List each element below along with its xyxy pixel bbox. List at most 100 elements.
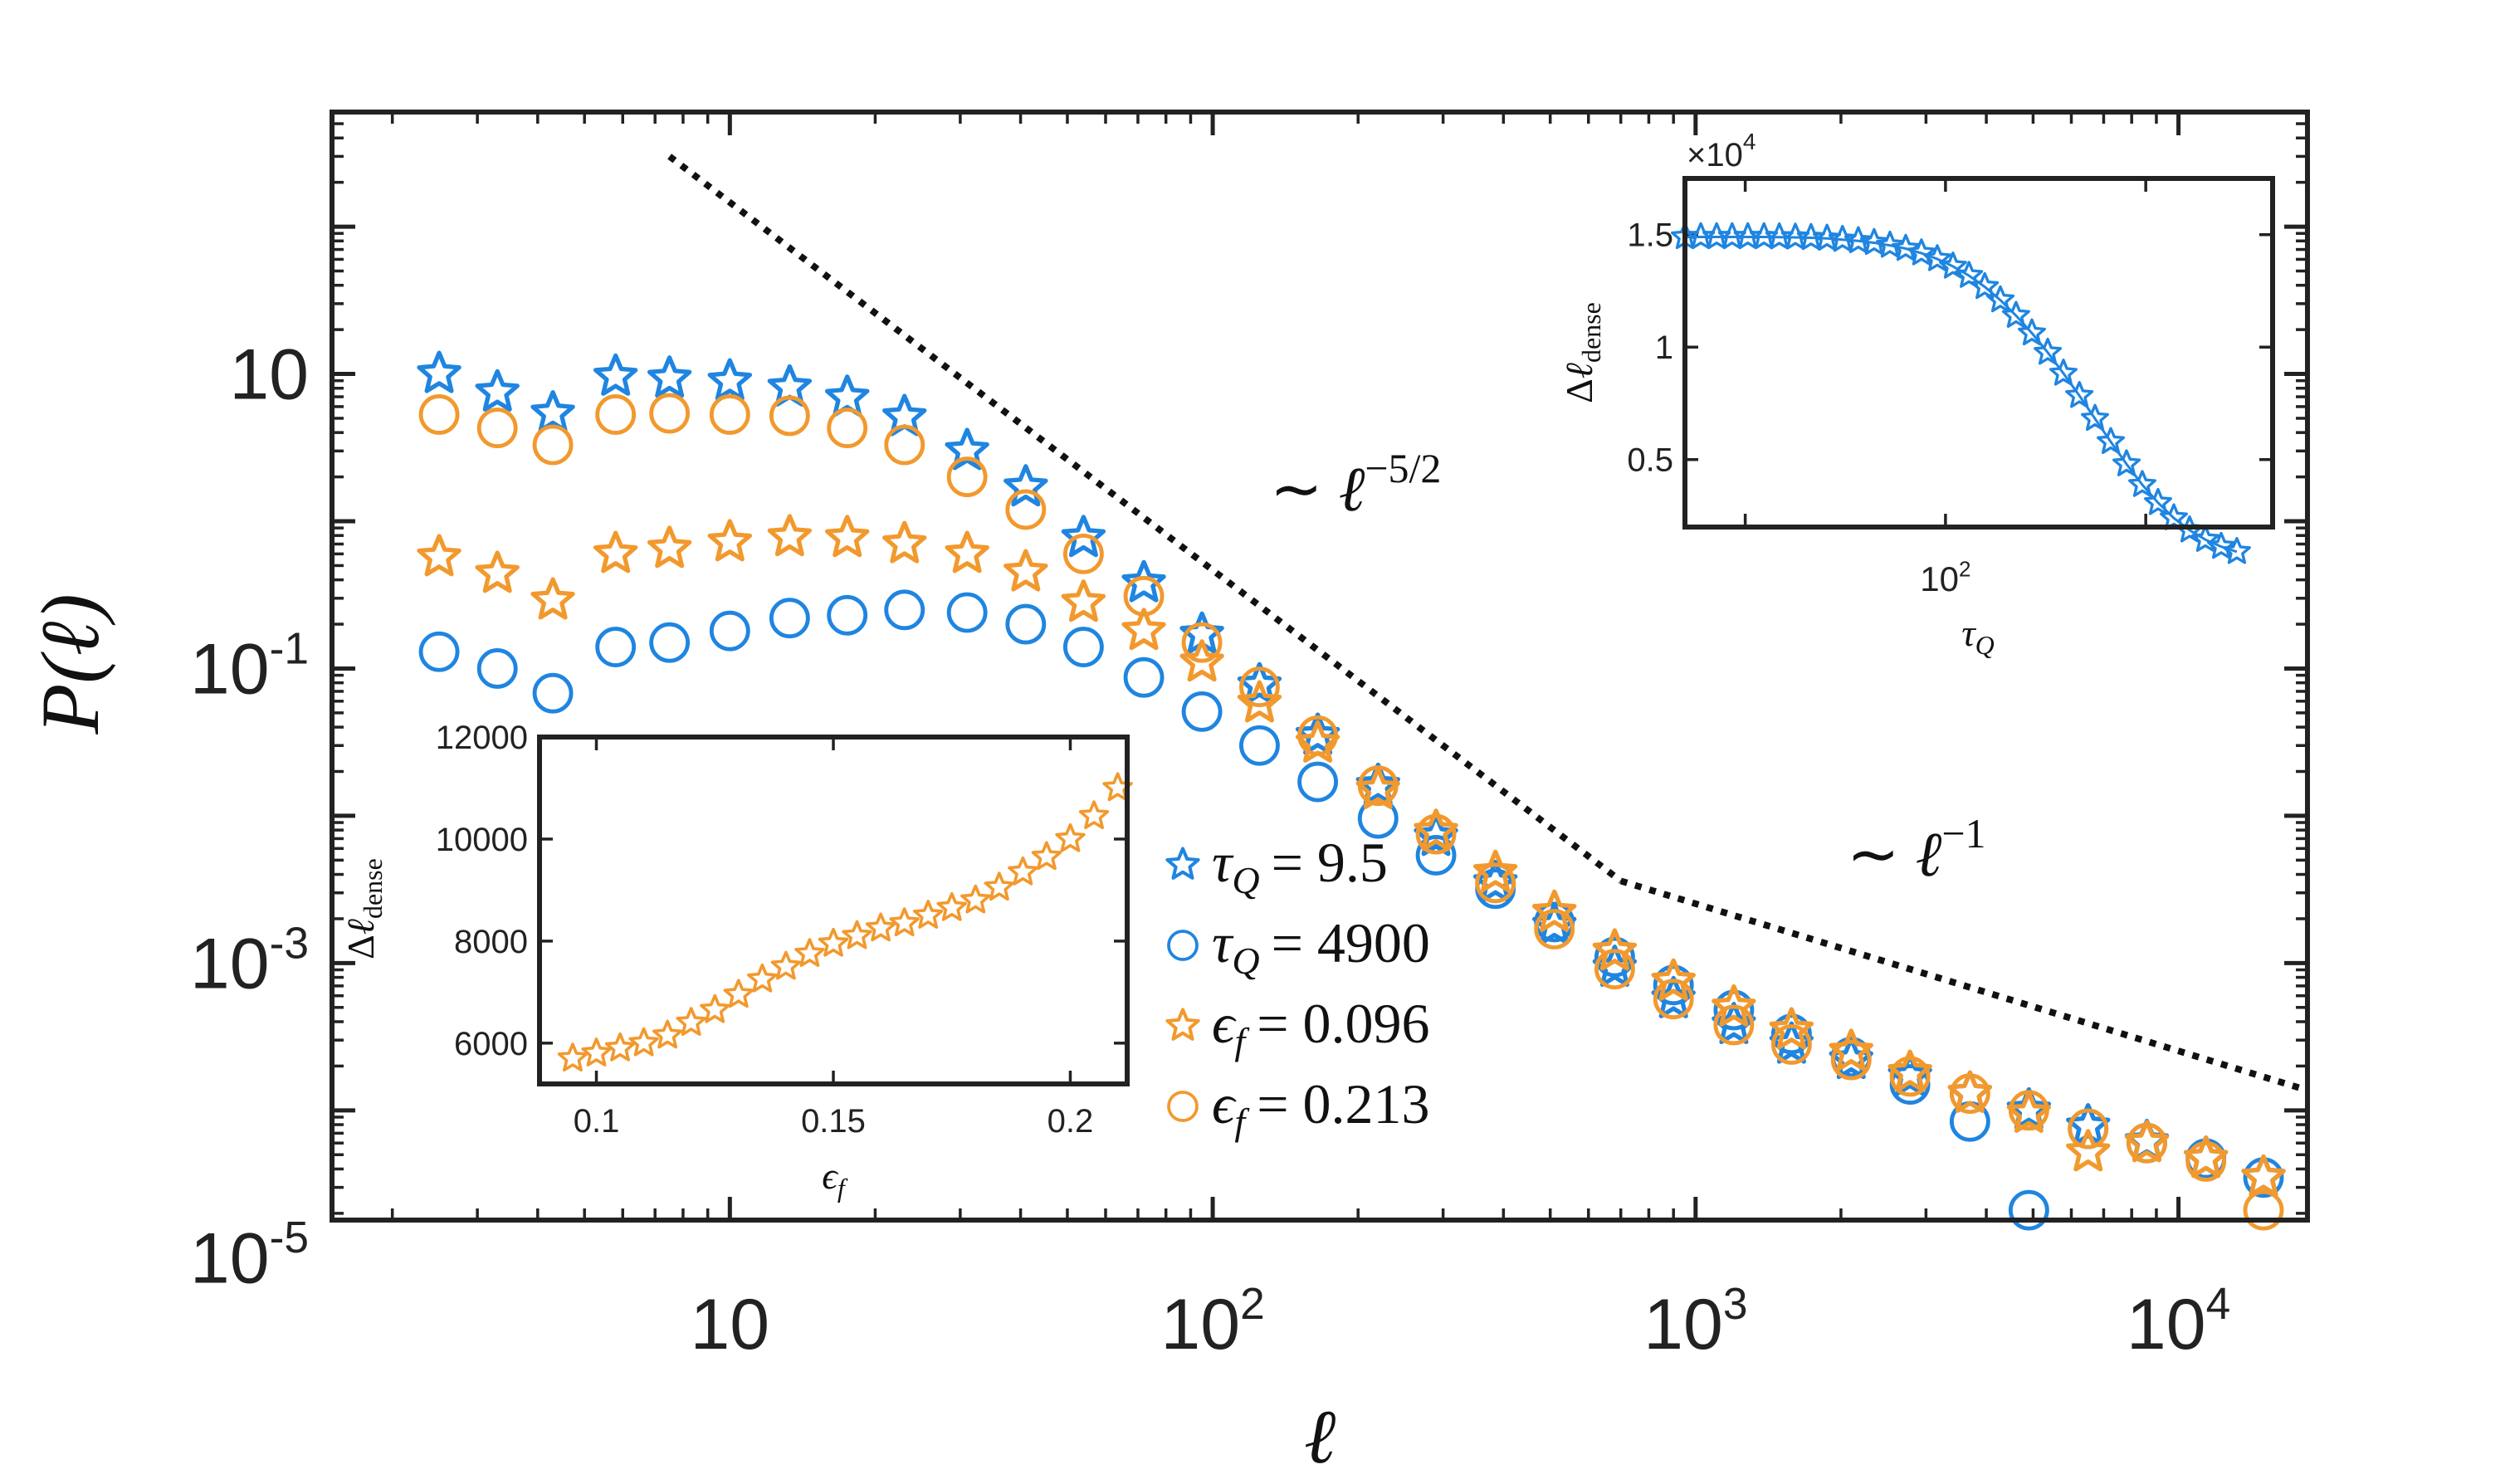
data-point-series-2 — [1062, 627, 1104, 667]
inset-epsilon-f-point — [818, 927, 849, 957]
inset-y-tick-label: 6000 — [454, 1026, 528, 1062]
data-point-series-4 — [1005, 489, 1047, 530]
inset-epsilon-f-point — [723, 979, 754, 1008]
inset-tau-q-point — [2144, 487, 2172, 515]
inset-epsilon-f-marks — [557, 772, 1133, 1072]
data-point-series-2 — [1297, 761, 1339, 803]
data-point-series-4 — [418, 394, 460, 435]
data-point-series-1 — [707, 358, 753, 401]
inset-epsilon-f-point — [557, 1042, 588, 1072]
inset-tau-q-y-label: Δℓdense — [1558, 302, 1606, 403]
data-point-series-3 — [882, 520, 927, 564]
inset-tau-q-point — [2065, 381, 2094, 408]
inset-y-tick-label: 1.5 — [1627, 217, 1673, 254]
inset-tau-q-point — [1970, 271, 2000, 300]
data-point-series-3 — [1061, 579, 1106, 622]
main-y-tick-labels: 10 10-1 10-3 10-5 — [190, 335, 309, 1299]
inset-epsilon-f-frame — [537, 735, 1130, 1086]
inset-epsilon-f-point — [628, 1027, 659, 1057]
inset-x-tick-label: 0.2 — [1047, 1103, 1094, 1140]
data-point-series-3 — [593, 530, 638, 574]
data-point-series-2 — [946, 592, 988, 633]
data-point-series-2 — [418, 631, 460, 672]
inset-tau-q-point — [1859, 227, 1888, 256]
data-point-series-4 — [2008, 1090, 2049, 1131]
y-tick-label: 10-1 — [190, 624, 309, 709]
data-point-series-3 — [1712, 984, 1756, 1027]
inset-epsilon-f-point — [581, 1037, 612, 1067]
data-point-series-2 — [709, 610, 750, 652]
x-tick-label: 10 — [690, 1285, 769, 1364]
inset-tau-q-point — [2049, 359, 2078, 386]
data-point-series-4 — [1475, 862, 1516, 904]
data-point-series-4 — [1534, 909, 1575, 949]
data-point-series-4 — [827, 408, 868, 449]
data-point-series-3 — [1121, 608, 1166, 651]
data-point-series-3 — [1651, 958, 1696, 1001]
inset-tau-q-x-label: τQ — [1961, 612, 1995, 660]
reference-lines — [667, 154, 2309, 1094]
x-tick-label: 102 — [1160, 1280, 1264, 1364]
data-point-series-4 — [1713, 1004, 1755, 1046]
data-point-series-3 — [475, 550, 520, 593]
legend-label-3: ϵf = 0.096 — [1212, 992, 1430, 1062]
data-point-series-4 — [884, 424, 925, 466]
data-point-series-2 — [769, 598, 810, 639]
data-point-series-4 — [946, 456, 988, 498]
inset-epsilon-f-point — [794, 938, 825, 967]
data-point-series-3 — [707, 519, 753, 562]
data-point-series-2 — [649, 622, 691, 663]
inset-tau-q-point — [2018, 318, 2046, 346]
inset-epsilon-f-point — [960, 884, 991, 914]
inset-tau-q-point — [1938, 251, 1967, 279]
main-data-marks — [417, 350, 2286, 1231]
data-point-series-1 — [1121, 559, 1166, 603]
inset-y-tick-label: 10000 — [436, 822, 528, 858]
legend-label-2: τQ = 4900 — [1212, 911, 1430, 982]
data-point-series-1 — [1061, 515, 1106, 558]
data-point-series-1 — [593, 353, 638, 396]
inset-epsilon-f-point — [1078, 800, 1110, 829]
data-point-series-3 — [1592, 928, 1638, 971]
inset-epsilon-f-point — [1031, 841, 1062, 871]
inset-tau-q-point — [2222, 537, 2251, 564]
inset-epsilon-f-point — [913, 900, 944, 929]
inset-epsilon-f-point — [842, 920, 872, 949]
inset-tau-q-point — [2001, 300, 2030, 328]
inset-epsilon-f-point — [770, 950, 802, 980]
inset-x-tick-label: 0.15 — [801, 1103, 866, 1140]
data-point-series-3 — [824, 515, 870, 558]
data-point-series-3 — [647, 525, 692, 569]
reference-line-2 — [1619, 877, 2309, 1094]
inset-epsilon-f-point — [889, 907, 920, 937]
data-point-series-2 — [2008, 1189, 2049, 1231]
inset-epsilon-f-point — [604, 1032, 636, 1062]
legend-label-4: ϵf = 0.213 — [1212, 1072, 1430, 1143]
data-point-series-4 — [1297, 715, 1339, 756]
inset-tau-q-point — [1955, 261, 1984, 288]
data-point-series-1 — [530, 390, 575, 433]
inset-tau-q-point — [1876, 230, 1904, 258]
data-point-series-3 — [1531, 889, 1577, 932]
data-point-series-2 — [827, 594, 868, 636]
data-point-series-4 — [1830, 1039, 1872, 1081]
data-point-series-2 — [532, 672, 574, 714]
data-point-series-4 — [709, 394, 750, 435]
data-point-series-4 — [1357, 765, 1399, 807]
reference-line-labels: ∼ ℓ−5/2 ∼ ℓ−1 — [1270, 445, 1986, 890]
data-point-series-3 — [530, 577, 575, 620]
inset-epsilon-f-point — [700, 993, 730, 1023]
data-point-series-1 — [824, 374, 870, 417]
data-point-series-4 — [1949, 1073, 1990, 1115]
main-y-axis-label: P(ℓ) — [24, 593, 116, 735]
x-tick-label: 103 — [1643, 1280, 1747, 1364]
inset-tau-q-point — [2160, 503, 2188, 530]
data-point-series-3 — [945, 530, 989, 574]
inset-x-tick-label: 102 — [1920, 556, 1970, 598]
inset-tau-q-point — [2112, 449, 2141, 476]
inset-tau-q-marks — [1671, 222, 2251, 564]
main-plot: 10 102 103 104 10 10-1 10-3 10-5 ℓ P(ℓ) ∼ ℓ−5/… — [24, 110, 2310, 1479]
data-point-series-3 — [2006, 1090, 2052, 1133]
